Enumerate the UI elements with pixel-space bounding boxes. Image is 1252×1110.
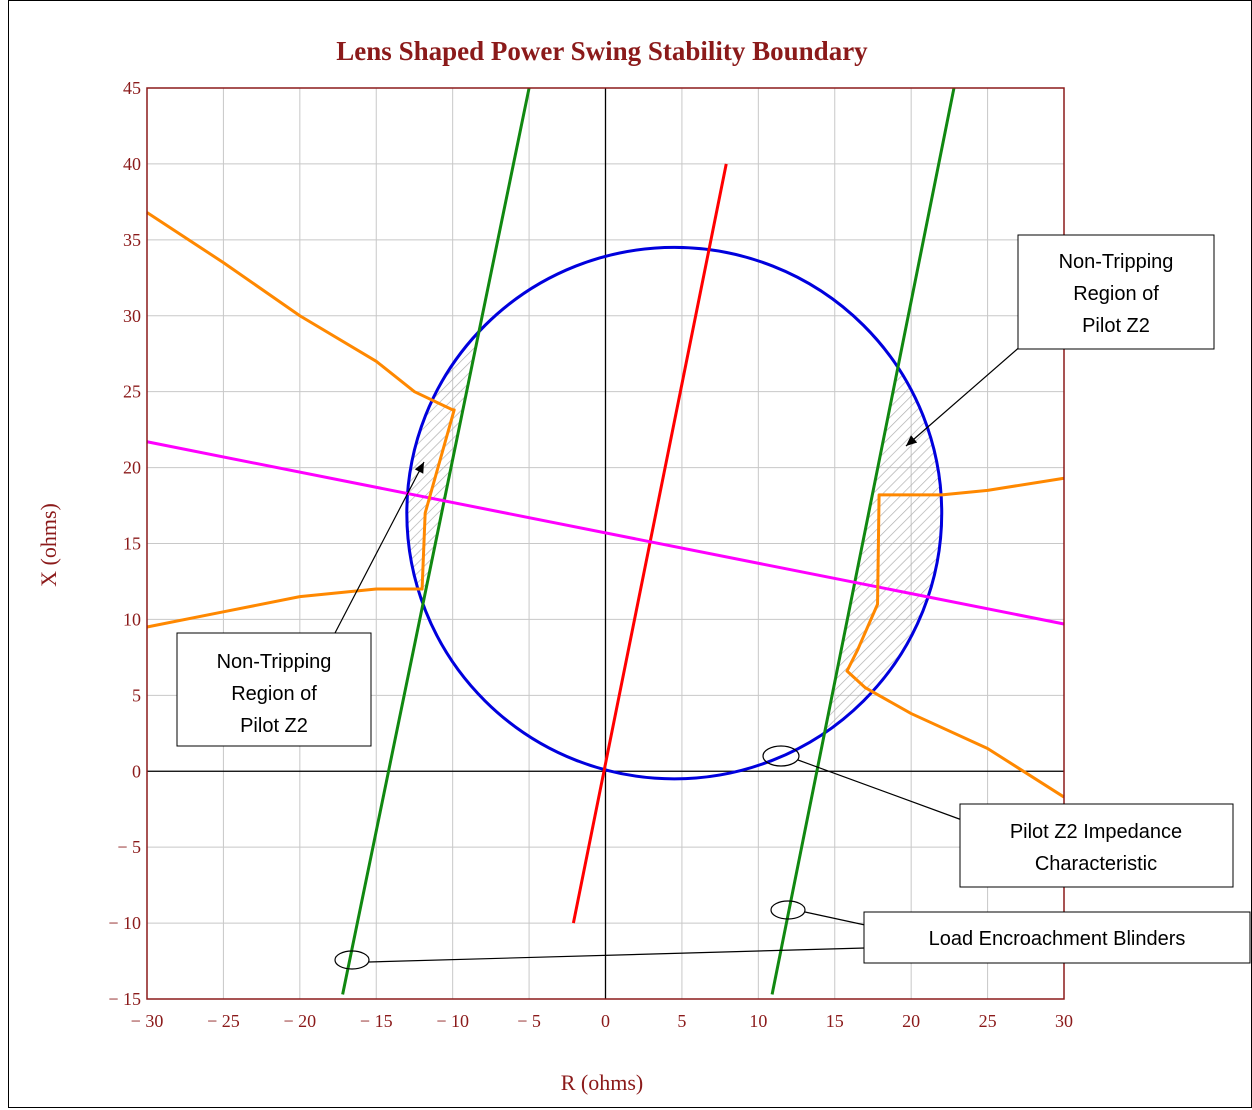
annotation-left-nontrip: Non-Tripping Region of Pilot Z2 xyxy=(176,461,425,747)
y-tick-label: 5 xyxy=(132,685,141,705)
callout-line-blinder-right xyxy=(804,911,866,926)
y-tick-label: 35 xyxy=(123,230,141,250)
callout-ellipse-impedance xyxy=(762,745,800,767)
note-left-line1: Non-Tripping xyxy=(217,651,332,673)
x-tick-label: − 15 xyxy=(360,1011,393,1031)
y-tick-label: − 5 xyxy=(117,837,141,857)
x-tick-label: 30 xyxy=(1055,1011,1073,1031)
note-box-left xyxy=(176,632,372,747)
note-impedance-line1: Pilot Z2 Impedance xyxy=(1010,821,1182,843)
x-tick-label: 15 xyxy=(826,1011,844,1031)
x-tick-label: − 5 xyxy=(517,1011,541,1031)
callout-line-blinder-left xyxy=(368,947,866,963)
x-tick-label: − 25 xyxy=(207,1011,240,1031)
note-box-right xyxy=(1017,234,1215,350)
chart-title: Lens Shaped Power Swing Stability Bounda… xyxy=(336,36,868,66)
y-axis-label: X (ohms) xyxy=(36,503,61,587)
arrow-right-nontrip xyxy=(905,344,1023,447)
directional-line xyxy=(146,440,1065,626)
orange-boundary-right xyxy=(845,476,1065,799)
blinder-right xyxy=(770,87,956,995)
annotation-blinders: Load Encroachment Blinders xyxy=(334,900,1251,970)
blinder-left xyxy=(341,87,531,995)
arrow-left-nontrip xyxy=(334,461,425,634)
y-tick-label: 40 xyxy=(123,154,141,174)
y-tick-label: − 10 xyxy=(108,913,141,933)
note-right-line2: Region of xyxy=(1073,283,1159,305)
note-box-impedance xyxy=(959,803,1234,888)
x-tick-label: − 30 xyxy=(131,1011,164,1031)
note-right-line3: Pilot Z2 xyxy=(1082,315,1150,337)
y-tick-label: 45 xyxy=(123,78,141,98)
note-left-line3: Pilot Z2 xyxy=(240,715,308,737)
x-tick-label: 5 xyxy=(677,1011,686,1031)
plot-border xyxy=(146,87,1065,1000)
impedance-circle xyxy=(405,245,944,781)
note-left-line2: Region of xyxy=(231,683,317,705)
note-blinders-line1: Load Encroachment Blinders xyxy=(929,928,1186,950)
x-axis-label: R (ohms) xyxy=(561,1070,644,1095)
x-tick-label: 10 xyxy=(749,1011,767,1031)
note-impedance-line2: Characteristic xyxy=(1035,853,1157,875)
tick-labels: − 30 − 25 − 20 − 15 − 10 − 5 0 5 10 15 20 25 30 − 15 −… xyxy=(108,78,1073,1031)
y-tick-label: 25 xyxy=(123,382,141,402)
note-right-line1: Non-Tripping xyxy=(1059,251,1174,273)
y-tick-label: 0 xyxy=(132,761,141,781)
x-tick-label: − 10 xyxy=(436,1011,469,1031)
annotation-right-nontrip: Non-Tripping Region of Pilot Z2 xyxy=(905,234,1215,447)
orange-boundary-left xyxy=(146,211,456,629)
x-tick-label: 0 xyxy=(601,1011,610,1031)
y-tick-label: 30 xyxy=(123,306,141,326)
y-tick-label: 15 xyxy=(123,534,141,554)
note-box-blinders xyxy=(863,911,1251,964)
callout-ellipse-blinder-right xyxy=(770,900,806,920)
line-impedance-angle xyxy=(571,163,728,924)
y-tick-label: 10 xyxy=(123,609,141,629)
callout-line-impedance xyxy=(797,759,963,821)
annotation-impedance: Pilot Z2 Impedance Characteristic xyxy=(762,745,1234,888)
y-tick-label: − 15 xyxy=(108,989,141,1009)
callout-ellipse-blinder-left xyxy=(334,950,370,970)
x-tick-label: − 20 xyxy=(284,1011,317,1031)
y-tick-label: 20 xyxy=(123,458,141,478)
series-group xyxy=(146,87,1065,995)
x-tick-label: 25 xyxy=(979,1011,997,1031)
x-tick-label: 20 xyxy=(902,1011,920,1031)
hatch-right-region xyxy=(801,247,942,779)
